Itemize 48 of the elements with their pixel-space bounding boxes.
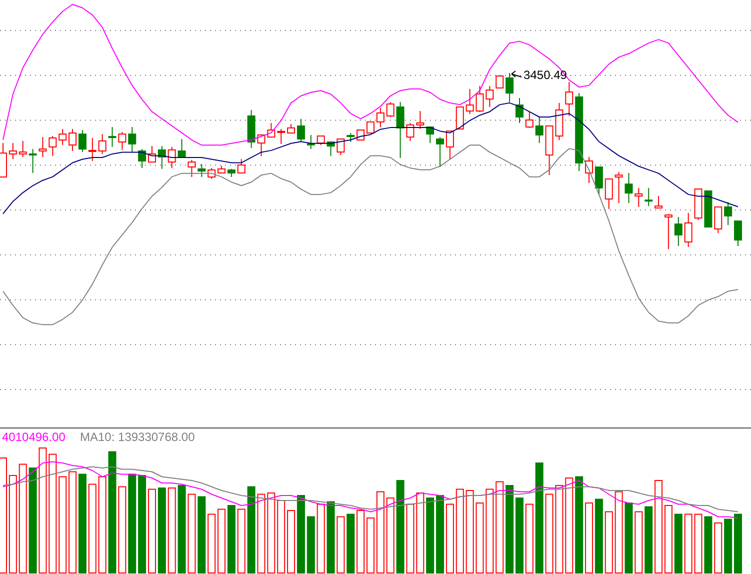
bar	[535, 462, 544, 574]
candlestick	[565, 81, 574, 116]
text: MA10: 139330768.00	[80, 430, 196, 444]
candlestick	[515, 97, 524, 124]
bar	[306, 516, 315, 574]
bar	[426, 498, 434, 574]
bar	[198, 496, 206, 574]
candlestick	[396, 102, 404, 159]
bar	[296, 495, 305, 574]
candlestick	[8, 142, 17, 160]
annotation: 3450.49	[524, 68, 568, 82]
bar	[158, 488, 166, 574]
bar	[436, 495, 444, 574]
bar	[594, 498, 603, 574]
bar	[78, 474, 86, 574]
candlestick	[108, 126, 116, 148]
candlestick	[38, 136, 47, 158]
bar	[734, 514, 742, 574]
bar	[326, 501, 335, 574]
bar	[575, 476, 584, 574]
bar	[28, 468, 37, 574]
bar	[624, 502, 633, 574]
candlestick	[674, 216, 682, 247]
candlestick	[634, 187, 643, 208]
bar	[396, 480, 404, 574]
candlestick	[624, 172, 633, 204]
bar	[128, 474, 136, 574]
bar	[138, 475, 146, 574]
bar	[108, 451, 116, 574]
candlestick	[247, 109, 256, 148]
text: 4010496.00	[2, 430, 66, 444]
bar	[346, 514, 355, 574]
bar	[644, 506, 653, 574]
candlestick	[28, 148, 37, 174]
candlestick	[575, 92, 584, 172]
candlestick	[506, 72, 514, 103]
bar	[515, 498, 524, 574]
candlestick	[376, 108, 384, 128]
bar	[704, 516, 712, 574]
bar	[227, 505, 236, 574]
bar	[674, 514, 682, 574]
bar	[247, 486, 256, 574]
candlestick	[684, 212, 692, 248]
candlestick	[88, 137, 96, 162]
bar	[506, 485, 514, 574]
bar	[724, 518, 732, 574]
bar	[178, 485, 186, 574]
candlestick	[58, 128, 67, 146]
